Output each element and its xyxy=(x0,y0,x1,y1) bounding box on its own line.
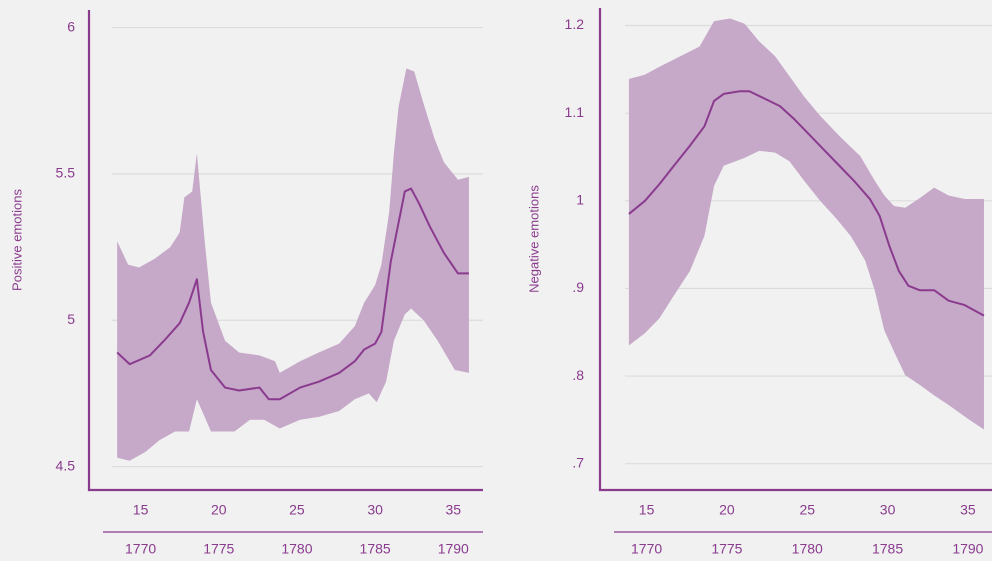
x2-tick-label: 1770 xyxy=(125,541,156,557)
y-axis-title: Negative emotions xyxy=(526,185,541,293)
y-tick-label: 5.5 xyxy=(56,165,76,181)
x2-tick-label: 1775 xyxy=(203,541,234,557)
x2-tick-label: 1785 xyxy=(872,541,903,557)
x-tick-label: 15 xyxy=(133,502,149,518)
y-tick-label: 6 xyxy=(67,18,75,34)
axis-line xyxy=(87,10,483,492)
panel: 4.5 5 5.5 6 15 20 25 30 35 1770 1775 1780 1785 1790 Po… xyxy=(9,10,483,557)
x-tick-label: 20 xyxy=(719,502,735,518)
x-tick-label: 30 xyxy=(367,502,383,518)
x2-tick-label: 1785 xyxy=(360,541,391,557)
confidence-band xyxy=(117,68,469,461)
x2-tick-label: 1770 xyxy=(631,541,662,557)
x-tick-label: 25 xyxy=(799,502,815,518)
y-tick-label: 1.2 xyxy=(565,16,585,32)
x2-tick-label: 1775 xyxy=(711,541,742,557)
y-tick-label: 1 xyxy=(576,192,584,208)
y-tick-label: .8 xyxy=(572,367,584,383)
y-tick-label: 4.5 xyxy=(56,457,76,473)
x-tick-label: 35 xyxy=(446,502,462,518)
mean-line xyxy=(628,90,985,317)
x-tick-label: 20 xyxy=(211,502,227,518)
y-tick-label: .7 xyxy=(572,454,584,470)
axis-line xyxy=(598,8,992,492)
x-tick-label: 30 xyxy=(880,502,896,518)
x-tick-label: 35 xyxy=(960,502,976,518)
panel: .7 .8 .9 1 1.1 1.2 15 20 25 30 35 1770 1775 1780 1785 1… xyxy=(526,8,992,557)
mean-line xyxy=(116,187,469,401)
x-tick-label: 25 xyxy=(289,502,305,518)
x2-tick-label: 1780 xyxy=(792,541,823,557)
x-tick-label: 15 xyxy=(639,502,655,518)
y-tick-label: .9 xyxy=(572,279,584,295)
x2-tick-label: 1790 xyxy=(952,541,983,557)
y-axis-title: Positive emotions xyxy=(9,189,24,291)
y-tick-label: 5 xyxy=(67,311,75,327)
confidence-band xyxy=(628,18,984,430)
y-tick-label: 1.1 xyxy=(565,104,585,120)
x2-tick-label: 1790 xyxy=(438,541,469,557)
x2-tick-label: 1780 xyxy=(281,541,312,557)
